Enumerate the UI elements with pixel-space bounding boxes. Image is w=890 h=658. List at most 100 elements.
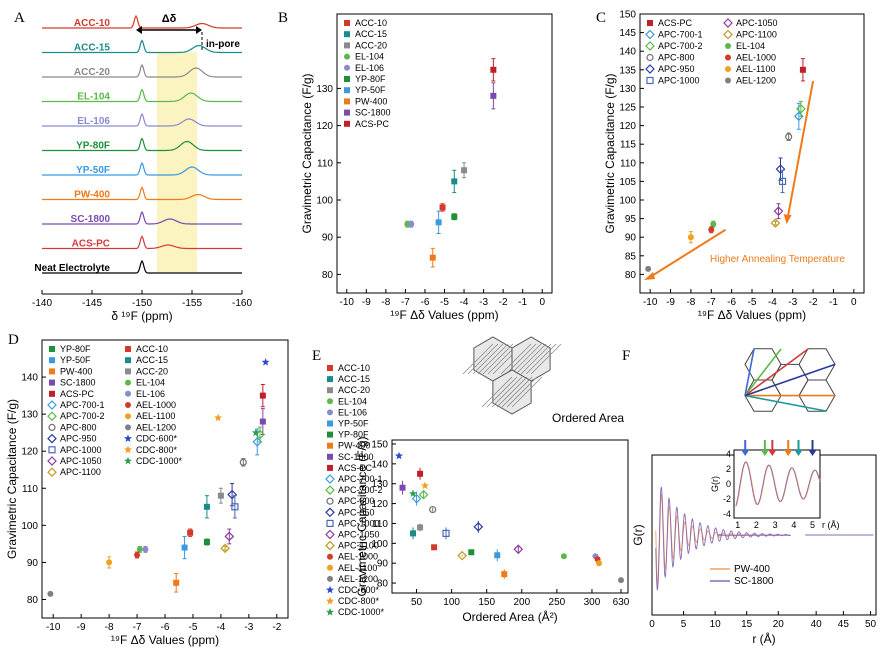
legend-label: APC-700-2 bbox=[338, 485, 383, 495]
data-point-el-104 bbox=[560, 553, 567, 560]
legend-label: ACS-PC bbox=[338, 463, 373, 473]
data-point-acc-10 bbox=[187, 529, 194, 536]
data-point-acs-pc bbox=[259, 392, 266, 399]
data-point-pw-400 bbox=[429, 254, 436, 261]
y-tick-label: 80 bbox=[27, 595, 39, 606]
inset-x-label: r (Å) bbox=[822, 520, 840, 530]
x-tick-label: -7 bbox=[133, 622, 142, 633]
x-tick-label: -10 bbox=[643, 297, 658, 308]
legend-marker bbox=[646, 76, 654, 85]
x-tick-label: 100 bbox=[443, 597, 460, 608]
x-tick-label: -4 bbox=[216, 622, 225, 633]
legend-label: AEL-1100 bbox=[736, 64, 775, 74]
legend-marker bbox=[47, 400, 57, 410]
panel-d-scatter: D -10 -9 -8 -7 -6 -5 -4 -3 -2 80 90 100 110 120 130 140 ¹… bbox=[5, 332, 289, 647]
legend-label: APC-800 bbox=[658, 53, 695, 63]
panel-letter: C bbox=[596, 10, 606, 26]
y-tick-label: 120 bbox=[619, 121, 636, 132]
data-point-apc-1050 bbox=[773, 206, 784, 217]
data-point-yp-50f bbox=[181, 544, 188, 551]
y-tick-label: 130 bbox=[21, 410, 38, 421]
panel-a-nmr-spectra: A -140 -145 -150 -155 -160 δ ¹⁹F (ppm) ACC-10 AC… bbox=[14, 10, 252, 323]
delta-arrow-head bbox=[136, 26, 142, 34]
legend-marker bbox=[725, 77, 731, 84]
y-tick-label: 90 bbox=[625, 233, 637, 244]
hatch-line bbox=[525, 343, 557, 375]
legend-label: SC-1800 bbox=[734, 576, 774, 587]
hatch-line bbox=[506, 376, 538, 408]
legend-label: ACC-15 bbox=[338, 374, 370, 384]
x-tick-label: 0 bbox=[539, 297, 545, 308]
legend-marker bbox=[326, 596, 334, 605]
y-tick-label: 95 bbox=[625, 214, 637, 225]
data-point-apc-1100 bbox=[220, 543, 230, 554]
legend-label: EL-104 bbox=[338, 396, 367, 406]
hatch-line bbox=[510, 343, 542, 375]
data-point-cdc-1000- bbox=[409, 489, 417, 497]
x-tick-label: 45 bbox=[838, 619, 850, 630]
legend-label: APC-1100 bbox=[736, 30, 777, 40]
legend-marker bbox=[125, 390, 131, 397]
data-point-el-104 bbox=[710, 221, 717, 228]
data-point-apc-1000 bbox=[231, 503, 239, 511]
y-axis-label: Gravimetric Capacitance (F/g) bbox=[603, 73, 617, 233]
legend-label: APC-1100 bbox=[60, 467, 101, 477]
legend-label: APC-700-2 bbox=[60, 411, 105, 421]
legend-label: EL-104 bbox=[355, 52, 384, 62]
peak-arrow-head bbox=[784, 450, 793, 456]
data-point-apc-1000 bbox=[442, 529, 450, 537]
y-tick-label: 80 bbox=[625, 270, 637, 281]
data-point-apc-1050 bbox=[224, 531, 235, 542]
legend-marker bbox=[49, 357, 55, 364]
legend-label: CDC-1000* bbox=[136, 456, 183, 466]
data-point-apc-950 bbox=[775, 164, 786, 174]
legend-marker bbox=[49, 390, 55, 397]
x-tick-label: -2 bbox=[499, 297, 508, 308]
x-axis-label: ¹⁹F Δδ Values (ppm) bbox=[111, 633, 219, 647]
legend-marker bbox=[48, 423, 56, 431]
inset-y-tick: 0 bbox=[726, 479, 731, 489]
legend-label: APC-1050 bbox=[60, 456, 102, 466]
legend-label: ACS-PC bbox=[658, 18, 693, 28]
legend-label: SC-1800 bbox=[355, 108, 391, 118]
legend-label: APC-800 bbox=[60, 422, 97, 432]
hatch-line bbox=[467, 343, 499, 375]
plot-frame bbox=[391, 439, 629, 594]
legend-marker bbox=[327, 464, 333, 471]
data-point-acs-pc bbox=[490, 66, 497, 73]
legend-marker bbox=[344, 20, 350, 26]
x-tick-label: -4 bbox=[768, 297, 777, 308]
legend-marker bbox=[344, 120, 350, 127]
data-point-pw-400 bbox=[501, 571, 508, 578]
data-point-cdc-600- bbox=[261, 358, 270, 366]
legend-marker bbox=[725, 43, 731, 49]
legend-label: APC-700-1 bbox=[658, 30, 703, 40]
y-axis-label: Gravimetric Capacitance (F/g) bbox=[355, 436, 369, 596]
data-point-ael-1100 bbox=[106, 559, 113, 566]
data-point-apc-1050 bbox=[513, 544, 524, 555]
x-tick-label: -5 bbox=[189, 622, 198, 633]
legend-marker bbox=[124, 456, 132, 465]
hatch-line bbox=[496, 376, 528, 408]
x-axis-label: r (Å) bbox=[752, 631, 775, 646]
legend-label: AEL-1000 bbox=[136, 400, 176, 410]
panel-letter: E bbox=[312, 348, 321, 364]
x-tick-label: -10 bbox=[340, 297, 355, 308]
x-tick-label: 250 bbox=[549, 597, 566, 608]
trace-label: ACC-15 bbox=[74, 43, 111, 54]
y-tick-label: 115 bbox=[620, 140, 636, 151]
y-tick-label: 110 bbox=[22, 484, 38, 495]
x-tick-label: -6 bbox=[727, 297, 736, 308]
y-tick-label: 100 bbox=[371, 539, 388, 550]
data-point-acc-10 bbox=[439, 204, 446, 211]
x-tick-label: -7 bbox=[401, 297, 410, 308]
legend-label: CDC-600* bbox=[136, 434, 178, 444]
y-tick-label: 130 bbox=[619, 84, 636, 95]
legend-label: ACC-10 bbox=[338, 363, 370, 373]
data-point-sc-1800 bbox=[399, 484, 406, 491]
data-point-yp-80f bbox=[451, 213, 458, 220]
x-tick-label: 200 bbox=[513, 597, 530, 608]
y-axis-label: G(r) bbox=[631, 524, 645, 545]
legend-marker bbox=[645, 41, 655, 51]
legend-label: APC-1000 bbox=[60, 445, 102, 455]
